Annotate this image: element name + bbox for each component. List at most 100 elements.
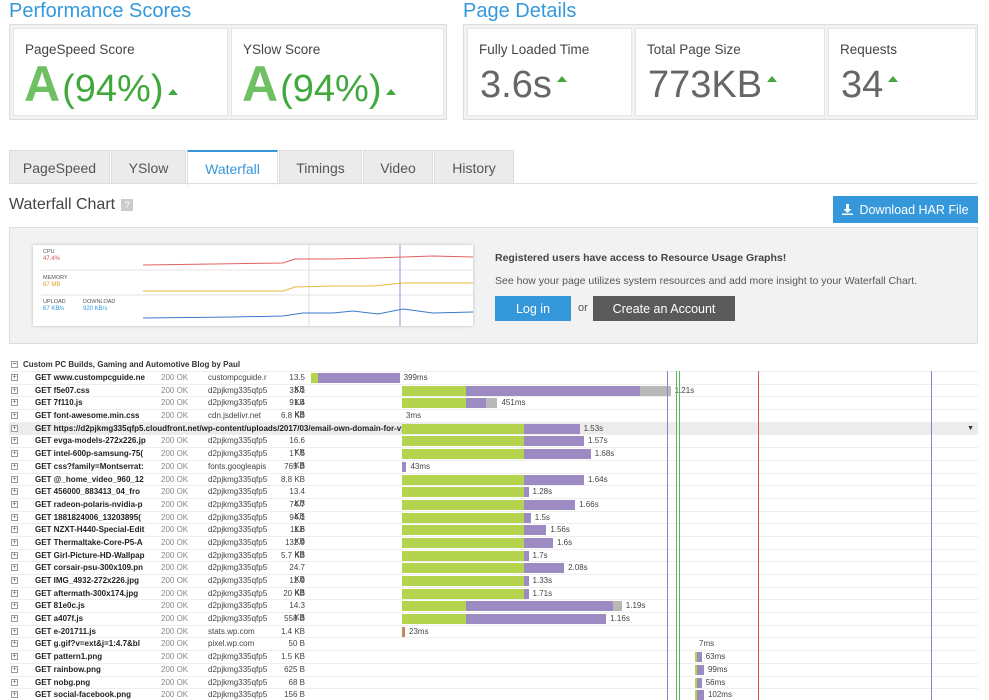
cpu-line <box>142 255 473 266</box>
ttfb-bar <box>402 474 525 485</box>
table-row[interactable]: + GET font-awesome.min.css 200 OK cdn.jsdel… <box>9 409 978 422</box>
table-row[interactable]: + GET NZXT-H440-Special-Edit 200 OK d2pjkmg… <box>9 523 978 546</box>
table-row[interactable]: + GET a407f.js 200 OK d2pjkmg335qfp5 558 B 1.… <box>9 612 978 625</box>
expand-icon[interactable]: + <box>11 450 18 458</box>
table-row[interactable]: + GET rainbow.png 200 OK d2pjkmg335qfp5 625 … <box>9 662 978 676</box>
request-url: GET @_home_video_960_12 <box>35 474 144 484</box>
expand-icon[interactable]: + <box>11 615 18 623</box>
expand-icon[interactable]: + <box>11 627 18 635</box>
request-status: 200 OK <box>161 449 189 459</box>
memory-value: 67 MB <box>43 282 61 288</box>
expand-icon[interactable]: + <box>11 437 18 445</box>
request-url: GET NZXT-H440-Special-Edit <box>35 525 145 535</box>
expand-icon[interactable]: + <box>11 374 18 381</box>
table-row[interactable]: + GET social-facebook.png 200 OK d2pjkmg335… <box>9 688 978 700</box>
expand-icon[interactable]: + <box>11 488 18 496</box>
request-status: 200 OK <box>161 639 189 649</box>
table-row[interactable]: + GET intel-600p-samsung-75(200 OK d2pjkmg… <box>9 447 978 470</box>
table-row[interactable]: + GET IMG_4932-272x226.jpg 200 OK d2pjkmg33… <box>9 574 978 597</box>
tab-pagespeed[interactable]: PageSpeed <box>9 150 110 184</box>
table-row[interactable]: + GET corsair-psu-300x109.pn 200 OK d2pjkmg… <box>9 561 978 584</box>
request-status: 200 OK <box>161 664 189 674</box>
ttfb-bar <box>402 563 525 574</box>
create-account-button[interactable]: Create an Account <box>593 296 735 321</box>
table-row[interactable]: + GET Thermaltake-Core-P5-A 200 OK d2pjkmg3… <box>9 535 978 559</box>
expand-icon[interactable]: + <box>11 526 18 534</box>
table-row[interactable]: + GET css?family=Montserrat: 200 OK fonts.g… <box>9 459 978 473</box>
request-status: 200 OK <box>161 525 189 535</box>
table-row[interactable]: + GET @_home_video_960_12 200 OK d2pjkmg335… <box>9 472 978 486</box>
expand-icon[interactable]: + <box>11 640 18 648</box>
expand-icon[interactable]: + <box>11 653 18 661</box>
ttfb-bar <box>402 385 467 396</box>
table-row[interactable]: + GET 7f110.js 200 OK d2pjkmg335qfp5 91.4 KB… <box>9 396 978 419</box>
expand-icon[interactable]: + <box>11 475 18 483</box>
request-url: GET radeon-polaris-nvidia-p <box>35 499 143 509</box>
expand-icon[interactable]: + <box>11 577 18 584</box>
tab-yslow[interactable]: YSlow <box>111 150 186 184</box>
table-row[interactable]: + GET pattern1.png 200 OK d2pjkmg335qfp5 1.5… <box>9 650 978 663</box>
waterfall-page-row[interactable]: − Custom PC Builds, Gaming and Automotiv… <box>9 358 978 371</box>
table-row[interactable]: + GET g.gif?v=ext&j=1:4.7&bl 200 OK pixel.w… <box>9 637 978 650</box>
help-icon[interactable]: ? <box>121 198 134 211</box>
tab-timings[interactable]: Timings <box>279 150 362 184</box>
table-row[interactable]: + GET aftermath-300x174.jpg 200 OK d2pjkmg3… <box>9 586 978 600</box>
expand-icon[interactable]: + <box>11 678 18 686</box>
request-duration: 7ms <box>699 639 715 649</box>
table-row[interactable]: + GET Girl-Picture-HD-Wallpap 200 OK d2pjkm… <box>9 548 978 562</box>
expand-icon[interactable]: + <box>11 691 18 699</box>
table-row[interactable]: + GET evga-models-272x226.jp 200 OK d2pjkmg… <box>9 434 978 457</box>
table-row[interactable]: + GET 81e0c.js 200 OK d2pjkmg335qfp5 14.3 KB… <box>9 599 978 622</box>
receive-bar <box>697 664 704 675</box>
report-tabs: PageSpeed YSlow Waterfall Timings Video … <box>9 150 515 185</box>
request-url: GET IMG_4932-272x226.jpg <box>35 576 140 585</box>
timeline-marker <box>758 371 759 700</box>
login-button[interactable]: Log in <box>495 296 571 321</box>
table-row[interactable]: + GET https://d2pjkmg335qfp5.cloudfront.n… <box>9 421 978 435</box>
expand-icon[interactable]: + <box>11 399 18 407</box>
collapse-icon[interactable]: − <box>11 361 18 368</box>
request-url: GET social-facebook.png <box>35 690 132 700</box>
request-url: GET 1881824006_13203895( <box>35 512 141 522</box>
expand-icon[interactable]: + <box>11 665 18 673</box>
tab-video[interactable]: Video <box>363 150 433 184</box>
tab-history[interactable]: History <box>434 150 514 184</box>
expand-icon[interactable]: + <box>11 602 18 610</box>
request-status: 200 OK <box>161 614 189 624</box>
receive-bar <box>524 449 591 460</box>
receive-bar <box>524 537 553 548</box>
ttfb-bar <box>402 576 525 586</box>
expand-icon[interactable]: + <box>11 564 18 572</box>
memory-label: MEMORY <box>43 275 68 281</box>
expand-icon[interactable]: + <box>11 462 18 470</box>
tab-waterfall[interactable]: Waterfall <box>187 150 278 185</box>
page-size-card: Total Page Size 773KB <box>635 28 825 116</box>
ttfb-bar <box>402 550 525 561</box>
expand-icon[interactable]: + <box>11 424 18 432</box>
waterfall-page-name: Custom PC Builds, Gaming and Automotive … <box>23 360 241 369</box>
table-row[interactable]: + GET e-201711.js 200 OK stats.wp.com 1.4 KB… <box>9 624 978 638</box>
expand-icon[interactable]: + <box>11 538 18 546</box>
expand-icon[interactable]: + <box>11 500 18 508</box>
request-status: 200 OK <box>161 550 189 560</box>
download-har-button[interactable]: Download HAR File <box>833 196 978 223</box>
table-row[interactable]: + GET www.custompcguide.ne 200 OK custompcg… <box>9 371 978 394</box>
ttfb-bar <box>402 436 525 447</box>
table-row[interactable]: + GET radeon-polaris-nvidia-p 200 OK d2pjkm… <box>9 497 978 521</box>
ttfb-bar <box>695 652 698 663</box>
expand-icon[interactable]: + <box>11 412 18 420</box>
request-size: 17.5 KB <box>289 449 305 471</box>
expand-icon[interactable]: + <box>11 513 18 521</box>
table-row[interactable]: + GET nobg.png 200 OK d2pjkmg335qfp5 68 B 56m… <box>9 675 978 689</box>
request-domain: d2pjkmg335qfp5 <box>208 652 268 662</box>
expand-icon[interactable]: + <box>11 589 18 597</box>
expand-icon[interactable]: + <box>11 386 18 394</box>
request-size: 24.7 KB <box>289 563 305 585</box>
dropdown-arrow-icon[interactable]: ▼ <box>967 424 974 432</box>
expand-icon[interactable]: + <box>11 551 18 559</box>
table-row[interactable]: + GET 1881824006_13203895(200 OK d2pjkmg33… <box>9 510 978 534</box>
table-row[interactable]: + GET f5e07.css 200 OK d2pjkmg335qfp5 33.1 K… <box>9 383 978 407</box>
table-row[interactable]: + GET 456000_883413_04_fro 200 OK d2pjkmg33… <box>9 485 978 508</box>
request-duration: 1.53s <box>583 423 604 433</box>
request-status: 200 OK <box>161 474 189 484</box>
